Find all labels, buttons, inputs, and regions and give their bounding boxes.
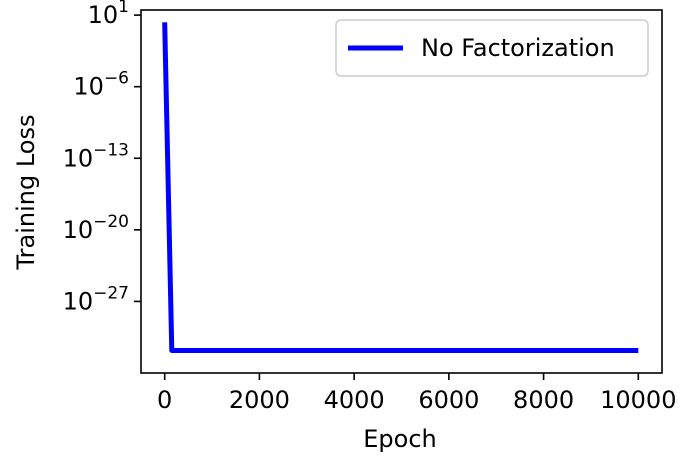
- x-tick-label: 0: [157, 386, 172, 414]
- x-tick-label: 2000: [229, 386, 290, 414]
- y-tick-label: 10−27: [63, 283, 129, 315]
- y-tick-label: 10−6: [73, 69, 129, 101]
- y-axis-label: Training Loss: [12, 115, 40, 271]
- x-tick-label: 6000: [418, 386, 479, 414]
- x-axis-label: Epoch: [363, 425, 437, 453]
- x-tick-label: 4000: [324, 386, 385, 414]
- x-axis-ticks: 0 2000 4000 6000 8000 10000: [157, 373, 676, 414]
- y-tick-label: 10−20: [63, 212, 129, 244]
- x-tick-label: 8000: [513, 386, 574, 414]
- y-axis-ticks: 101 10−6 10−13 10−20 10−27: [63, 0, 141, 315]
- plot-area: [140, 9, 663, 374]
- y-tick-label: 101: [88, 0, 129, 29]
- legend-box: [335, 19, 649, 77]
- legend: No Factorization: [335, 19, 649, 77]
- plot-frame: [140, 9, 663, 374]
- series-group: [162, 22, 639, 353]
- x-tick-label: 10000: [600, 386, 676, 414]
- legend-label: No Factorization: [421, 34, 615, 62]
- y-tick-label: 10−13: [63, 140, 129, 172]
- series-line: [162, 22, 639, 353]
